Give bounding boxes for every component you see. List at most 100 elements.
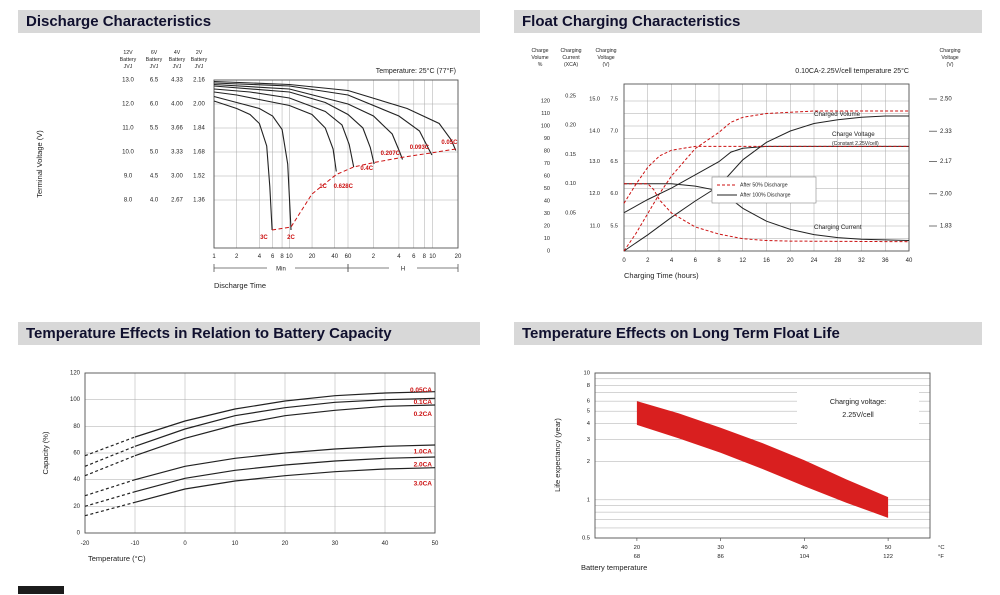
svg-text:0.10: 0.10: [565, 181, 576, 187]
svg-text:JVJ: JVJ: [173, 64, 182, 70]
temperature-capacity-chart: 0 20 40 60 80 100 120 -20 -10 0 10 20 30 40 50 Temperat…: [41, 371, 439, 563]
svg-text:1.36: 1.36: [193, 198, 205, 204]
svg-text:0.05C: 0.05C: [441, 140, 458, 146]
svg-text:5: 5: [587, 409, 590, 415]
svg-text:Capacity (%): Capacity (%): [41, 431, 50, 474]
svg-text:6: 6: [412, 254, 416, 260]
svg-text:6.0: 6.0: [150, 102, 159, 108]
svg-text:3: 3: [587, 437, 590, 443]
svg-text:%: %: [538, 62, 543, 68]
svg-text:20: 20: [282, 541, 289, 547]
svg-text:Battery: Battery: [169, 57, 186, 63]
svg-text:2.67: 2.67: [171, 198, 183, 204]
svg-text:Terminal Voltage (V): Terminal Voltage (V): [35, 130, 44, 198]
svg-text:1C: 1C: [319, 184, 327, 190]
svg-text:-10: -10: [131, 541, 140, 547]
svg-text:JVJ: JVJ: [150, 64, 159, 70]
svg-text:0: 0: [183, 541, 187, 547]
svg-text:10: 10: [584, 371, 590, 377]
svg-text:12.0: 12.0: [122, 102, 134, 108]
svg-text:28: 28: [834, 258, 841, 264]
svg-text:Charged Volume: Charged Volume: [814, 111, 861, 118]
svg-text:36: 36: [882, 258, 889, 264]
svg-text:3C: 3C: [260, 235, 268, 241]
svg-text:0.10CA-2.25V/cell temperature: 0.10CA-2.25V/cell temperature 25°C: [795, 67, 909, 75]
svg-text:4: 4: [397, 254, 401, 260]
svg-text:8: 8: [717, 258, 721, 264]
svg-text:1.83: 1.83: [940, 224, 952, 230]
svg-text:50: 50: [544, 186, 550, 192]
svg-text:°F: °F: [938, 554, 944, 560]
svg-text:Charging: Charging: [560, 48, 581, 54]
svg-text:68: 68: [634, 554, 640, 560]
svg-text:(XCA): (XCA): [564, 62, 578, 68]
svg-text:120: 120: [70, 371, 81, 377]
svg-text:10: 10: [286, 254, 293, 260]
svg-text:110: 110: [541, 111, 550, 117]
svg-text:8.0: 8.0: [124, 198, 133, 204]
svg-text:2.50: 2.50: [940, 97, 952, 103]
svg-text:104: 104: [800, 554, 810, 560]
svg-text:After 50% Discharge: After 50% Discharge: [740, 182, 788, 188]
svg-text:2: 2: [646, 258, 650, 264]
svg-text:10: 10: [232, 541, 239, 547]
svg-text:0.4C: 0.4C: [360, 166, 373, 172]
svg-text:Discharge Time: Discharge Time: [214, 281, 266, 290]
svg-text:20: 20: [455, 254, 462, 260]
svg-text:60: 60: [544, 173, 550, 179]
svg-text:10.0: 10.0: [122, 150, 134, 156]
svg-text:4V: 4V: [174, 50, 181, 56]
svg-text:Temperature (°C): Temperature (°C): [88, 554, 146, 563]
svg-text:0.1CA: 0.1CA: [414, 399, 433, 406]
svg-text:4.5: 4.5: [150, 174, 159, 180]
svg-text:0.207C: 0.207C: [381, 151, 401, 157]
svg-text:8: 8: [423, 254, 427, 260]
svg-text:Battery: Battery: [120, 57, 137, 63]
svg-text:4: 4: [258, 254, 262, 260]
svg-text:2.25V/cell: 2.25V/cell: [842, 410, 874, 419]
svg-text:86: 86: [717, 554, 723, 560]
svg-text:6.5: 6.5: [610, 159, 618, 165]
svg-text:12V: 12V: [123, 50, 133, 56]
svg-text:6.5: 6.5: [150, 78, 159, 84]
svg-text:6.0: 6.0: [610, 191, 618, 197]
svg-text:2: 2: [235, 254, 239, 260]
svg-text:2C: 2C: [287, 235, 295, 241]
svg-text:12: 12: [739, 258, 746, 264]
svg-text:3.33: 3.33: [171, 150, 183, 156]
svg-text:40: 40: [331, 254, 338, 260]
svg-text:0.05: 0.05: [565, 210, 576, 216]
svg-text:24: 24: [811, 258, 818, 264]
svg-text:3.66: 3.66: [171, 126, 183, 132]
svg-text:2V: 2V: [196, 50, 203, 56]
svg-text:1.84: 1.84: [193, 126, 205, 132]
svg-text:9.0: 9.0: [124, 174, 133, 180]
svg-text:90: 90: [544, 136, 550, 142]
svg-text:0.628C: 0.628C: [334, 184, 354, 190]
svg-text:10: 10: [429, 254, 436, 260]
svg-text:10: 10: [544, 236, 550, 242]
discharge-characteristics-chart: 1 2 4 6 8 10 20 40 60 2 4 6 8 10 2012VBatteryJVJ13.012…: [35, 50, 462, 290]
svg-text:°C: °C: [938, 545, 945, 551]
svg-text:2.0CA: 2.0CA: [414, 462, 433, 469]
svg-text:50: 50: [432, 541, 439, 547]
svg-text:11.0: 11.0: [122, 126, 134, 132]
svg-text:6V: 6V: [151, 50, 158, 56]
svg-text:4: 4: [587, 421, 591, 427]
svg-text:1.0CA: 1.0CA: [414, 448, 433, 455]
svg-text:0.20: 0.20: [565, 123, 576, 129]
svg-text:Charge: Charge: [531, 48, 548, 54]
svg-text:0.2CA: 0.2CA: [414, 411, 433, 418]
svg-text:14.0: 14.0: [589, 129, 600, 135]
temperature-float-life-chart: Charging voltage:2.25V/cell1086543210.52…: [553, 371, 945, 572]
svg-text:Current: Current: [562, 55, 580, 61]
svg-text:60: 60: [345, 254, 352, 260]
svg-text:50: 50: [885, 545, 891, 551]
section-header-float-charging-characteristics: Float Charging Characteristics: [514, 10, 982, 33]
svg-text:20: 20: [73, 504, 80, 510]
svg-text:8: 8: [587, 383, 590, 389]
svg-text:H: H: [401, 267, 405, 273]
svg-text:40: 40: [906, 258, 913, 264]
svg-text:1: 1: [212, 254, 216, 260]
